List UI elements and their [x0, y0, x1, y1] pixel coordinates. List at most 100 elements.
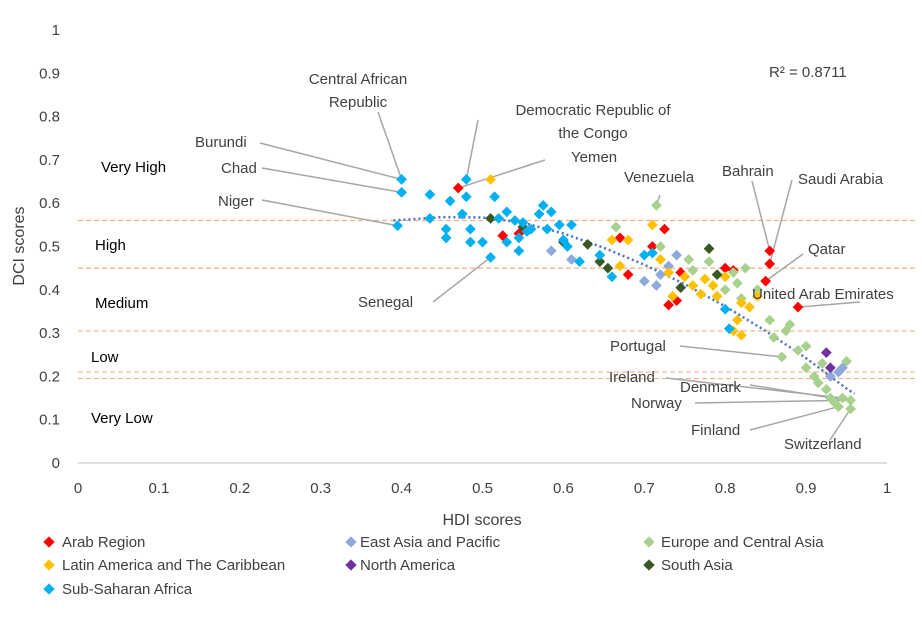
point-latin-america-and-the-caribbean [614, 260, 626, 272]
leader-line [751, 180, 771, 252]
point-sub-saharan-africa [566, 219, 577, 231]
x-tick-label: 1 [883, 480, 891, 497]
leader-line [749, 405, 839, 431]
point-sub-saharan-africa [396, 174, 407, 185]
point-latin-america-and-the-caribbean [679, 271, 691, 283]
annotation-qatar: Qatar [808, 241, 846, 258]
point-sub-saharan-africa [460, 174, 472, 185]
point-sub-saharan-africa [501, 206, 513, 218]
legend-item-north-america: North America [345, 557, 456, 574]
x-tick-label: 0.9 [796, 480, 817, 497]
annotation-denmark: Denmark [680, 379, 741, 396]
point-europe-and-central-asia [833, 401, 844, 413]
band-label-medium: Medium [95, 295, 148, 312]
point-north-america [820, 347, 832, 358]
point-sub-saharan-africa [501, 236, 513, 248]
point-arab-region [659, 223, 670, 235]
legend-marker-europe-central-asia [643, 536, 655, 548]
x-axis-title: HDI scores [442, 512, 521, 529]
point-arab-region [663, 299, 674, 311]
y-tick-label: 0.6 [39, 195, 60, 212]
point-europe-and-central-asia [610, 221, 622, 233]
point-south-asia [485, 212, 496, 224]
point-east-asia-and-pacific [655, 269, 666, 281]
legend-label-europe-central-asia: Europe and Central Asia [661, 534, 824, 551]
point-europe-and-central-asia [768, 332, 780, 343]
annotation-chad: Chad [221, 160, 257, 177]
band-label-very-high: Very High [101, 159, 166, 176]
point-east-asia-and-pacific [545, 245, 557, 257]
x-tick-label: 0.5 [472, 480, 493, 497]
y-tick-label: 0 [52, 455, 60, 472]
leader-line [377, 111, 403, 180]
annotation-finland: Finland [691, 422, 740, 439]
band-labels: Very High High Medium Low Very Low [91, 159, 166, 427]
point-latin-america-and-the-caribbean [485, 174, 496, 185]
band-label-high: High [95, 237, 126, 254]
point-south-asia [602, 262, 614, 274]
point-latin-america-and-the-caribbean [699, 273, 711, 285]
data-points [392, 174, 856, 415]
y-tick-label: 0.7 [39, 152, 60, 169]
point-arab-region [719, 262, 731, 274]
point-sub-saharan-africa [460, 191, 472, 203]
point-arab-region [792, 301, 804, 313]
legend-item-arab-region: Arab Region [43, 534, 145, 551]
point-europe-and-central-asia [719, 284, 731, 296]
annotation-saudi-arabia: Saudi Arabia [798, 171, 884, 188]
band-thresholds [78, 219, 918, 380]
point-europe-and-central-asia [651, 199, 662, 211]
point-europe-and-central-asia [740, 262, 751, 274]
point-sub-saharan-africa [594, 249, 606, 261]
point-latin-america-and-the-caribbean [731, 314, 743, 326]
legend-item-east-asia-pacific: East Asia and Pacific [345, 534, 501, 551]
point-north-america [824, 362, 836, 374]
point-sub-saharan-africa [444, 195, 456, 207]
point-europe-and-central-asia [703, 256, 715, 268]
annotation-burundi: Burundi [195, 134, 247, 151]
point-south-asia [582, 238, 594, 250]
band-label-low: Low [91, 349, 119, 366]
point-sub-saharan-africa [647, 247, 658, 259]
legend-marker-latin-america [43, 559, 55, 571]
y-tick-label: 0.1 [39, 412, 60, 429]
annotation-ireland: Ireland [609, 369, 655, 386]
legend-marker-arab-region [43, 536, 55, 548]
legend-label-north-america: North America [360, 557, 456, 574]
y-axis-title: DCI scores [11, 206, 28, 285]
point-arab-region [622, 269, 634, 281]
point-sub-saharan-africa [509, 215, 521, 226]
point-sub-saharan-africa [638, 249, 650, 261]
trendline [393, 215, 856, 395]
leader-line [694, 399, 851, 404]
point-sub-saharan-africa [456, 208, 468, 220]
point-arab-region [764, 258, 776, 270]
x-tick-label: 0.1 [148, 480, 169, 497]
legend-marker-north-america [345, 559, 357, 571]
point-latin-america-and-the-caribbean [647, 219, 658, 231]
legend-label-sub-saharan-africa: Sub-Saharan Africa [62, 581, 193, 598]
point-sub-saharan-africa [517, 217, 529, 229]
x-tick-label: 0.3 [310, 480, 331, 497]
point-europe-and-central-asia [687, 264, 699, 276]
point-sub-saharan-africa [440, 223, 452, 235]
legend-marker-sub-saharan-africa [43, 583, 55, 595]
x-tick-label: 0.7 [634, 480, 655, 497]
leader-line [261, 167, 402, 194]
leader-line [432, 256, 492, 303]
point-latin-america-and-the-caribbean [707, 280, 719, 291]
y-tick-label: 0.2 [39, 368, 60, 385]
point-europe-and-central-asia [800, 362, 812, 374]
point-sub-saharan-africa [723, 323, 735, 335]
leader-line [259, 142, 402, 181]
point-east-asia-and-pacific [566, 254, 577, 265]
point-latin-america-and-the-caribbean [622, 234, 634, 246]
point-east-asia-and-pacific [638, 275, 650, 287]
point-sub-saharan-africa [464, 236, 476, 248]
x-tick-label: 0 [74, 480, 82, 497]
annotation-venezuela: Venezuela [624, 169, 695, 186]
point-sub-saharan-africa [493, 212, 505, 224]
leader-line [465, 119, 479, 180]
point-latin-america-and-the-caribbean [606, 234, 618, 246]
leader-line [261, 199, 398, 227]
